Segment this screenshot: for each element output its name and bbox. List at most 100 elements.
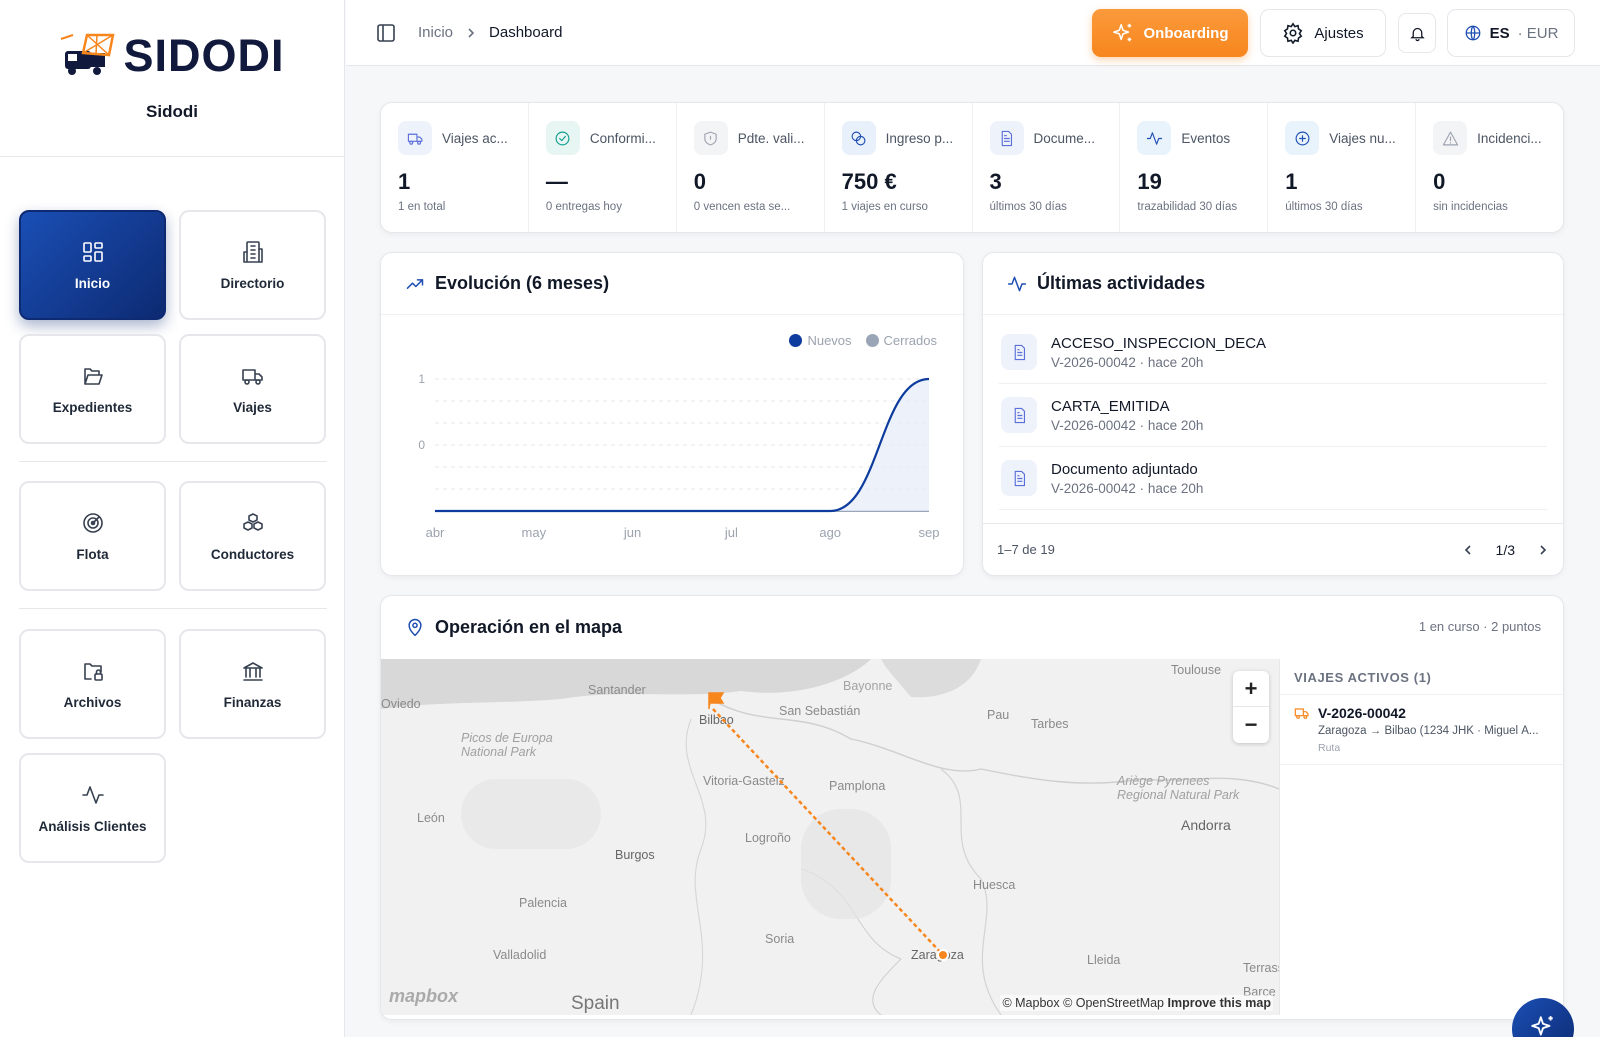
map-summary: 1 en curso · 2 puntos bbox=[1418, 619, 1541, 634]
notifications-button[interactable] bbox=[1398, 13, 1436, 53]
trip-route: Zaragoza → Bilbao (1234 JHK · Miguel Á..… bbox=[1318, 725, 1539, 737]
kpi-incidencias[interactable]: Incidenci... 0 sin incidencias bbox=[1416, 103, 1563, 232]
document-icon bbox=[1014, 470, 1025, 486]
sparkles-icon bbox=[1531, 1016, 1553, 1036]
map-label: Lleida bbox=[1087, 953, 1121, 967]
map-label: Pamplona bbox=[829, 779, 886, 793]
map-terrain bbox=[381, 659, 1279, 1015]
kpi-viajes-nuevos[interactable]: Viajes nu... 1 últimos 30 días bbox=[1268, 103, 1417, 232]
document-icon bbox=[1014, 407, 1025, 423]
chevron-right-icon[interactable] bbox=[1537, 544, 1549, 556]
activity-sub: V-2026-00042 · hace 20h bbox=[1051, 480, 1204, 496]
improve-map-link[interactable]: Improve this map bbox=[1167, 996, 1272, 1010]
breadcrumb-current: Dashboard bbox=[489, 24, 563, 41]
kpi-eventos[interactable]: Eventos 19 trazabilidad 30 días bbox=[1120, 103, 1269, 232]
kpi-label: Pdte. vali... bbox=[737, 130, 805, 146]
kpi-ingreso[interactable]: Ingreso p... 750 € 1 viajes en curso bbox=[825, 103, 973, 232]
nav-label: Archivos bbox=[63, 694, 122, 710]
kpi-label: Viajes ac... bbox=[442, 130, 508, 146]
settings-button[interactable]: Ajustes bbox=[1260, 9, 1386, 57]
legend-item-cerrados[interactable]: Cerrados bbox=[865, 333, 937, 348]
nav-expedientes[interactable]: Expedientes bbox=[19, 334, 166, 444]
map-canvas[interactable]: Santander Oviedo Bayonne Toulouse San Se… bbox=[381, 659, 1279, 1015]
map-label: León bbox=[417, 811, 445, 825]
activity-icon bbox=[1007, 276, 1027, 291]
trip-id: V-2026-00042 bbox=[1318, 705, 1406, 721]
kpi-conformidad[interactable]: Conformi... — 0 entregas hoy bbox=[529, 103, 677, 232]
kpi-icon-box bbox=[693, 121, 728, 155]
kpi-value: 3 bbox=[989, 169, 1002, 194]
activity-sub: V-2026-00042 · hace 20h bbox=[1051, 417, 1204, 433]
activity-item[interactable]: ACCESO_INSPECCION_DECA V-2026-00042 · hac… bbox=[999, 321, 1547, 384]
kpi-value: 19 bbox=[1137, 169, 1162, 194]
kpi-sub: 1 en total bbox=[398, 201, 446, 213]
activity-item[interactable]: Documento adjuntado V-2026-00042 · hace 2… bbox=[999, 447, 1547, 510]
activity-sub: V-2026-00042 · hace 20h bbox=[1051, 354, 1204, 370]
nav-finanzas[interactable]: Finanzas bbox=[179, 629, 326, 739]
globe-icon bbox=[1465, 25, 1480, 41]
evolution-title: Evolución (6 meses) bbox=[435, 273, 610, 293]
nav-flota[interactable]: Flota bbox=[19, 481, 166, 591]
x-tick-label: sep bbox=[919, 525, 940, 540]
kpi-strip: Viajes ac... 1 1 en total Conformi... — … bbox=[380, 102, 1564, 233]
onboarding-button[interactable]: Onboarding bbox=[1092, 9, 1248, 57]
zoom-in-button[interactable]: + bbox=[1233, 671, 1269, 707]
logo-truck-icon bbox=[61, 33, 116, 75]
kpi-pendiente-validacion[interactable]: Pdte. vali... 0 0 vencen esta se... bbox=[677, 103, 825, 232]
map-label: Huesca bbox=[973, 878, 1016, 892]
x-tick-label: ago bbox=[819, 525, 841, 540]
nav-label: Análisis Clientes bbox=[38, 818, 147, 834]
activity-title: Documento adjuntado bbox=[1051, 460, 1198, 478]
kpi-documentos[interactable]: Docume... 3 últimos 30 días bbox=[973, 103, 1121, 232]
x-tick-label: jun bbox=[623, 525, 641, 540]
activity-icon-box bbox=[1001, 334, 1037, 370]
warning-icon bbox=[1442, 131, 1458, 145]
gear-icon bbox=[1284, 22, 1303, 44]
kpi-viajes-activos[interactable]: Viajes ac... 1 1 en total bbox=[381, 103, 529, 232]
nav-archivos[interactable]: Archivos bbox=[19, 629, 166, 739]
activity-item[interactable]: CARTA_EMITIDA V-2026-00042 · hace 20h bbox=[999, 384, 1547, 447]
sidebar-toggle-icon[interactable] bbox=[376, 23, 396, 43]
activity-icon bbox=[81, 785, 104, 804]
nav-conductores[interactable]: Conductores bbox=[179, 481, 326, 591]
chevron-left-icon[interactable] bbox=[1462, 544, 1474, 556]
legend-item-nuevos[interactable]: Nuevos bbox=[789, 333, 852, 348]
kpi-value: — bbox=[545, 169, 568, 194]
activity-icon-box bbox=[1001, 397, 1037, 433]
map-attribution-text[interactable]: © Mapbox © OpenStreetMap bbox=[1002, 996, 1165, 1010]
zoom-out-button[interactable]: − bbox=[1244, 712, 1258, 737]
nav-inicio[interactable]: Inicio bbox=[19, 210, 166, 320]
trip-status: Ruta bbox=[1318, 742, 1341, 754]
map-attribution: © Mapbox © OpenStreetMap Improve this ma… bbox=[1000, 995, 1273, 1011]
brand-header: SIDODI Sidodi bbox=[0, 0, 344, 157]
folder-open-icon bbox=[83, 367, 103, 385]
mapbox-logo[interactable]: mapbox bbox=[389, 986, 459, 1006]
map-label: Logroño bbox=[745, 831, 791, 845]
nav-directorio[interactable]: Directorio bbox=[179, 210, 326, 320]
map-label: Tarbes bbox=[1031, 717, 1069, 731]
y-tick-label: 1 bbox=[418, 372, 425, 386]
language-currency-button[interactable]: ES · EUR bbox=[1447, 9, 1575, 57]
map-label: Palencia bbox=[519, 896, 567, 910]
nav-analisis-clientes[interactable]: Análisis Clientes bbox=[19, 753, 166, 863]
kpi-label: Ingreso p... bbox=[885, 130, 954, 146]
breadcrumb-home[interactable]: Inicio bbox=[418, 24, 454, 41]
kpi-sub: 0 entregas hoy bbox=[545, 201, 622, 213]
map-label: Santander bbox=[588, 683, 646, 697]
logo[interactable]: SIDODI bbox=[59, 30, 284, 82]
kpi-value: 0 bbox=[1433, 169, 1446, 194]
pager-range: 1–7 de 19 bbox=[997, 542, 1055, 557]
activities-pager: 1–7 de 19 1/3 bbox=[983, 523, 1563, 575]
legend-label: Nuevos bbox=[807, 333, 852, 348]
document-icon bbox=[1014, 344, 1025, 360]
trip-item[interactable]: V-2026-00042 Zaragoza → Bilbao (1234 JHK… bbox=[1280, 695, 1563, 765]
building-icon bbox=[242, 240, 263, 263]
shield-icon bbox=[704, 131, 717, 145]
nav-viajes[interactable]: Viajes bbox=[179, 334, 326, 444]
map-label: Oviedo bbox=[381, 697, 421, 711]
nav-label: Finanzas bbox=[223, 694, 282, 710]
map-label: Burgos bbox=[615, 848, 655, 862]
x-tick-label: abr bbox=[426, 525, 445, 540]
series-line-nuevos bbox=[435, 377, 930, 513]
check-circle-icon bbox=[555, 131, 570, 145]
